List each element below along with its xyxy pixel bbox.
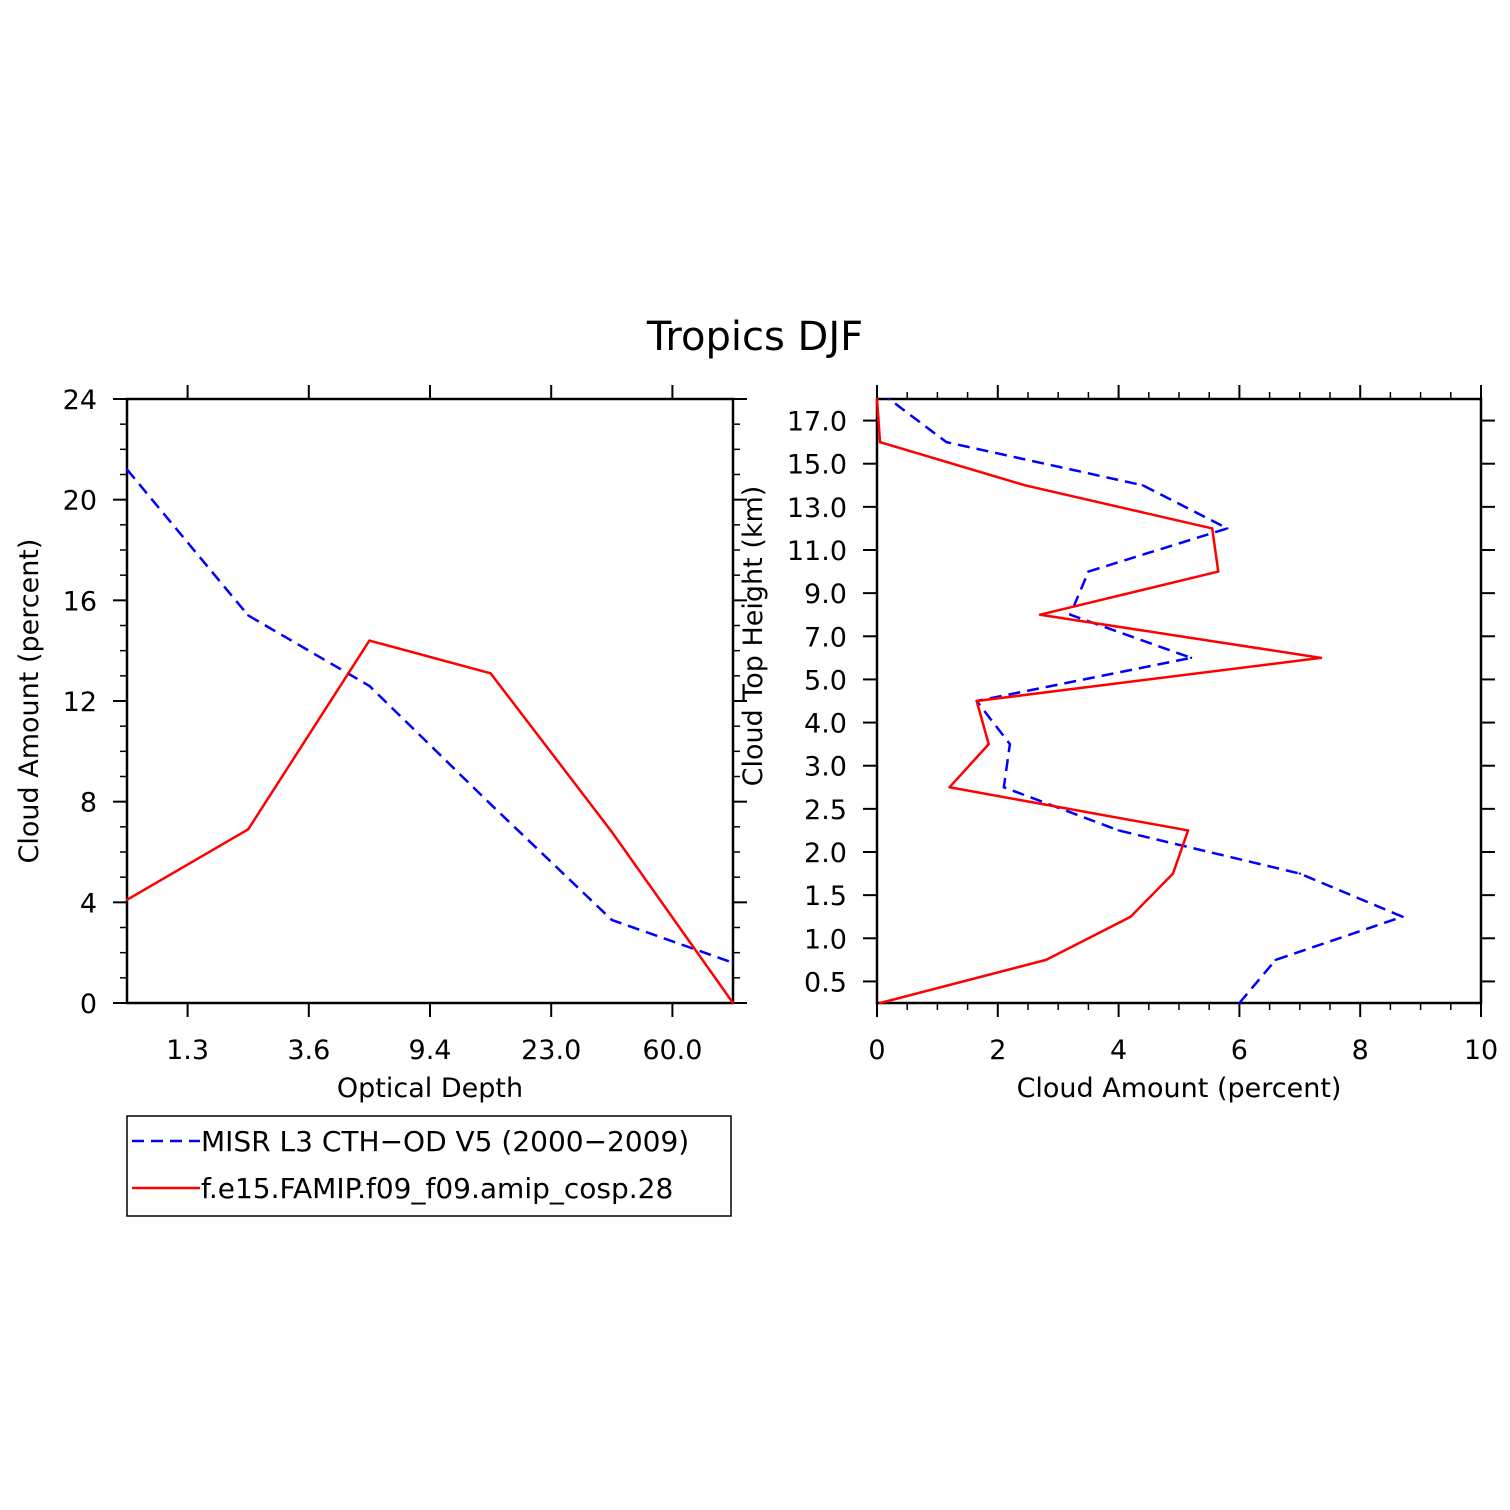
right-point-obs [945,440,948,444]
right-point-model [1038,613,1042,616]
right-y-axis-label: Cloud Top Height (km) [738,486,769,787]
right-point-model [1171,872,1175,875]
left-chart-panel: 0 4 8 12 16 20 24 1.3 3.6 9.4 23.0 60.0 Optical Dept… [14,385,747,1104]
left-point-model [247,828,250,831]
right-series-line-model [875,398,1323,1005]
right-point-obs [1226,527,1229,530]
right-point-obs [1069,613,1072,616]
legend-label-obs: MISR L3 CTH−OD V5 (2000−2009) [201,1125,689,1158]
right-chart-panel: 0 2 4 6 8 10 0.5 1.0 1.5 2.0 2.5 3.0 4.0 5.0 7.0 9.0 11.… [738,385,1498,1104]
right-point-obs [1002,786,1006,789]
left-point-obs [610,918,613,922]
right-xtick-label: 4 [1110,1035,1127,1066]
legend: MISR L3 CTH−OD V5 (2000−2009) f.e15.FAMI… [126,1115,732,1217]
right-ytick-label: 5.0 [804,665,847,696]
left-series-line-obs [126,468,734,964]
legend-label-model: f.e15.FAMIP.f09_f09.amip_cosp.28 [201,1172,673,1205]
left-ytick-label: 16 [63,586,97,617]
right-ytick-label: 11.0 [787,536,847,567]
right-point-model [878,1001,882,1005]
left-point-model [368,639,371,642]
left-ytick-label: 8 [80,788,97,819]
left-ytick-label: 20 [63,486,97,517]
right-point-model [1023,484,1027,487]
right-point-obs [1141,484,1144,487]
figure-title: Tropics DJF [646,314,863,360]
legend-box [126,1115,732,1217]
left-point-obs [125,468,129,471]
right-xtick-label: 6 [1231,1035,1248,1066]
right-point-model [878,440,882,444]
right-point-model [987,742,990,746]
right-point-obs [1117,829,1120,832]
right-point-obs [887,397,891,401]
right-point-model [1211,527,1214,530]
left-point-obs [368,684,371,688]
left-point-obs [247,614,250,617]
right-point-model [875,397,879,401]
right-point-model [948,786,951,789]
right-point-model [1319,656,1323,660]
right-point-model [1217,570,1220,573]
left-ytick-label: 0 [80,989,97,1020]
left-xtick-label: 60.0 [642,1035,702,1066]
right-point-obs [1008,742,1012,746]
left-point-obs [489,802,492,806]
right-xtick-label: 2 [989,1035,1006,1066]
left-point-model [489,672,492,675]
right-ytick-label: 9.0 [804,579,847,610]
right-point-model [1129,915,1132,918]
right-ytick-label: 15.0 [787,450,847,481]
left-plot-frame [125,397,735,1005]
right-series-line-obs [888,398,1404,1004]
right-point-obs [1087,570,1090,573]
right-point-obs [1298,872,1302,875]
right-ytick-label: 1.5 [804,881,847,912]
left-xtick-label: 9.4 [409,1035,452,1066]
right-point-obs [1189,656,1193,660]
right-xtick-label: 8 [1352,1035,1369,1066]
right-point-model [975,699,978,703]
right-ytick-label: 13.0 [787,493,847,524]
right-ytick-label: 2.5 [804,795,847,826]
left-y-axis-label: Cloud Amount (percent) [14,539,45,864]
right-point-obs [1238,1001,1241,1005]
right-plot-frame [875,397,1483,1005]
left-ytick-label: 24 [63,385,97,416]
right-ytick-label: 17.0 [787,407,847,438]
right-xtick-label: 0 [868,1035,885,1066]
right-point-obs [1274,958,1277,962]
right-xtick-label: 10 [1464,1035,1498,1066]
left-xtick-label: 1.3 [166,1035,209,1066]
right-point-model [1044,958,1048,962]
left-ytick-label: 12 [63,687,97,718]
left-ytick-label: 4 [80,888,97,919]
left-xtick-label: 3.6 [287,1035,330,1066]
right-ytick-label: 3.0 [804,752,847,783]
right-ytick-label: 0.5 [804,967,847,998]
left-point-obs [731,961,735,964]
left-series-line-model [126,639,735,1004]
left-point-model [610,830,613,834]
left-x-axis-label: Optical Depth [337,1073,523,1104]
right-ytick-label: 2.0 [804,838,847,869]
right-point-obs [1401,915,1404,918]
left-point-model [731,1001,735,1005]
right-ytick-label: 1.0 [804,924,847,955]
right-x-axis-label: Cloud Amount (percent) [1017,1073,1342,1104]
right-ytick-label: 7.0 [804,622,847,653]
left-xtick-label: 23.0 [521,1035,581,1066]
right-ytick-label: 4.0 [804,709,847,740]
right-point-model [1186,829,1190,832]
left-point-model [125,898,129,902]
